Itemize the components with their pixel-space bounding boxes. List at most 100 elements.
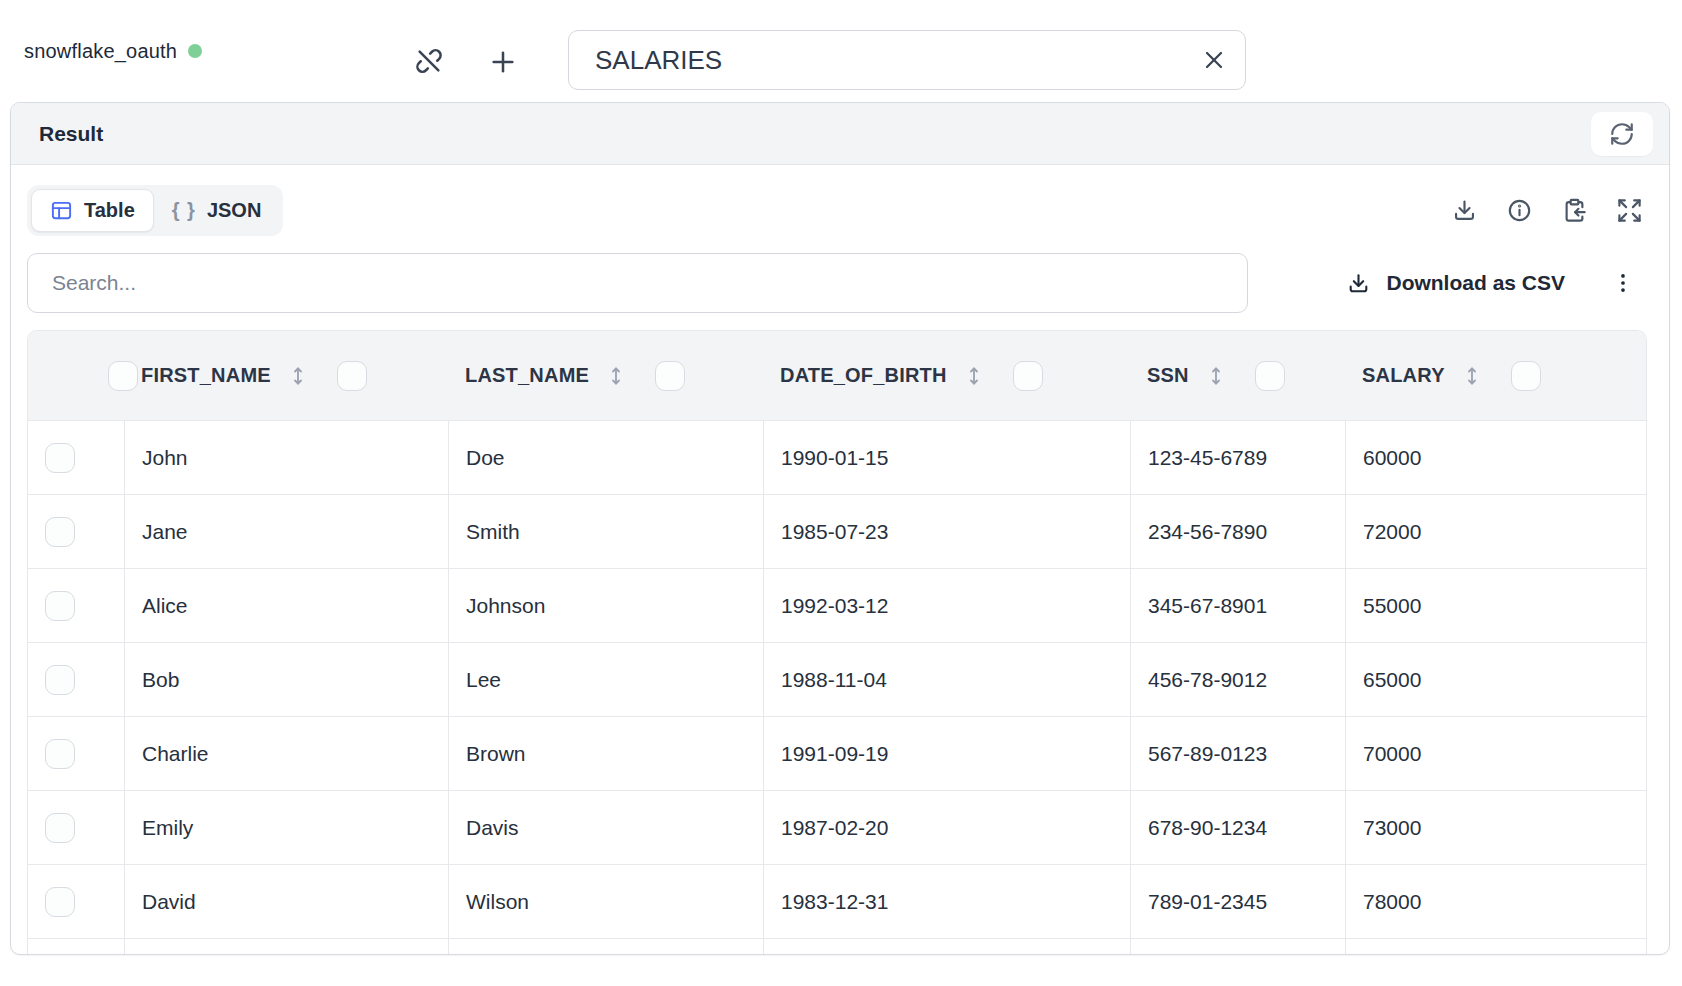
column-select-checkbox[interactable]: [1255, 361, 1285, 391]
cell-salary: [1345, 939, 1646, 955]
refresh-button[interactable]: [1591, 112, 1653, 156]
connection-status-dot: [188, 44, 202, 58]
column-header-salary: SALARY: [1345, 331, 1646, 420]
download-csv-label: Download as CSV: [1386, 271, 1565, 295]
close-icon: [1200, 46, 1228, 74]
cell-date-of-birth: 1988-11-04: [763, 643, 1130, 716]
search-input[interactable]: [27, 253, 1248, 313]
row-checkbox[interactable]: [45, 517, 75, 547]
cell-ssn: 789-01-2345: [1130, 865, 1345, 938]
cell-date-of-birth: 1992-03-12: [763, 569, 1130, 642]
cell-last-name: Lee: [448, 643, 763, 716]
row-checkbox[interactable]: [45, 887, 75, 917]
kebab-menu-icon: [1610, 270, 1636, 296]
tab-table[interactable]: Table: [31, 189, 154, 232]
expand-result-button[interactable]: [1615, 197, 1643, 225]
download-csv-button[interactable]: Download as CSV: [1346, 271, 1565, 296]
result-panel: Result: [10, 102, 1670, 955]
column-select-checkbox[interactable]: [337, 361, 367, 391]
toolbar-icon-group: [1450, 197, 1649, 225]
cell-ssn: 234-56-7890: [1130, 495, 1345, 568]
cell-last-name: [448, 939, 763, 955]
column-label: SALARY: [1362, 364, 1445, 387]
cell-ssn: 456-78-9012: [1130, 643, 1345, 716]
row-select-cell: [28, 865, 124, 938]
column-select-checkbox[interactable]: [1511, 361, 1541, 391]
column-label: LAST_NAME: [465, 364, 589, 387]
row-select-cell: [28, 495, 124, 568]
row-checkbox[interactable]: [45, 813, 75, 843]
table-icon: [50, 199, 73, 222]
cell-salary: 70000: [1345, 717, 1646, 790]
cell-salary: 55000: [1345, 569, 1646, 642]
cell-salary: 78000: [1345, 865, 1646, 938]
row-checkbox[interactable]: [45, 591, 75, 621]
select-all-cell: [28, 331, 124, 420]
column-label: FIRST_NAME: [141, 364, 271, 387]
copy-result-button[interactable]: [1560, 197, 1588, 225]
table-row: Bob Lee 1988-11-04 456-78-9012 65000: [28, 643, 1646, 717]
refresh-icon: [1609, 121, 1635, 147]
result-panel-body: Table { } JSON: [11, 165, 1669, 955]
tab-json-label: JSON: [207, 199, 261, 222]
download-icon: [1451, 197, 1478, 224]
cell-ssn: 345-67-8901: [1130, 569, 1345, 642]
cell-ssn: 567-89-0123: [1130, 717, 1345, 790]
connection-indicator: snowflake_oauth: [24, 0, 202, 102]
table-row: John Doe 1990-01-15 123-45-6789 60000: [28, 421, 1646, 495]
cell-last-name: Wilson: [448, 865, 763, 938]
tab-json[interactable]: { } JSON: [154, 190, 280, 231]
download-result-button[interactable]: [1450, 197, 1478, 225]
cell-salary: 73000: [1345, 791, 1646, 864]
table-header-row: FIRST_NAME LAST_NAME: [28, 331, 1646, 421]
sort-icon[interactable]: [286, 363, 310, 389]
sort-icon[interactable]: [604, 363, 628, 389]
table-row-partial: [28, 939, 1646, 955]
cell-last-name: Brown: [448, 717, 763, 790]
row-checkbox[interactable]: [45, 443, 75, 473]
column-label: DATE_OF_BIRTH: [780, 364, 947, 387]
table-name-input[interactable]: [568, 30, 1246, 90]
braces-icon: { }: [172, 199, 196, 222]
cell-ssn: 678-90-1234: [1130, 791, 1345, 864]
row-checkbox[interactable]: [45, 739, 75, 769]
sort-icon[interactable]: [962, 363, 986, 389]
row-select-cell: [28, 569, 124, 642]
cell-salary: 60000: [1345, 421, 1646, 494]
download-icon: [1346, 271, 1371, 296]
cell-first-name: Alice: [124, 569, 448, 642]
row-select-cell: [28, 791, 124, 864]
column-header-first-name: FIRST_NAME: [124, 331, 448, 420]
add-query-button[interactable]: [485, 44, 521, 80]
result-table: FIRST_NAME LAST_NAME: [27, 330, 1647, 955]
result-toolbar: Table { } JSON: [27, 185, 1649, 236]
column-select-checkbox[interactable]: [1013, 361, 1043, 391]
column-select-checkbox[interactable]: [655, 361, 685, 391]
disconnect-button[interactable]: [412, 44, 446, 78]
cell-first-name: Emily: [124, 791, 448, 864]
column-header-date-of-birth: DATE_OF_BIRTH: [763, 331, 1130, 420]
result-panel-header: Result: [11, 103, 1669, 165]
cell-date-of-birth: 1991-09-19: [763, 717, 1130, 790]
cell-first-name: Bob: [124, 643, 448, 716]
cell-first-name: Jane: [124, 495, 448, 568]
cell-last-name: Davis: [448, 791, 763, 864]
sort-icon[interactable]: [1204, 363, 1228, 389]
search-row-controls: Download as CSV: [1346, 269, 1649, 297]
sort-icon[interactable]: [1460, 363, 1484, 389]
row-select-cell: [28, 643, 124, 716]
clear-table-name-button[interactable]: [1200, 46, 1228, 74]
table-options-button[interactable]: [1609, 269, 1637, 297]
cell-first-name: David: [124, 865, 448, 938]
row-select-cell: [28, 421, 124, 494]
row-checkbox[interactable]: [45, 665, 75, 695]
table-row: Charlie Brown 1991-09-19 567-89-0123 700…: [28, 717, 1646, 791]
view-toggle: Table { } JSON: [27, 185, 283, 236]
top-bar: snowflake_oauth: [0, 0, 1682, 102]
plus-icon: [487, 46, 519, 78]
result-info-button[interactable]: [1505, 197, 1533, 225]
search-row: Download as CSV: [27, 253, 1649, 313]
cell-ssn: 123-45-6789: [1130, 421, 1345, 494]
cell-salary: 72000: [1345, 495, 1646, 568]
cell-date-of-birth: 1983-12-31: [763, 865, 1130, 938]
